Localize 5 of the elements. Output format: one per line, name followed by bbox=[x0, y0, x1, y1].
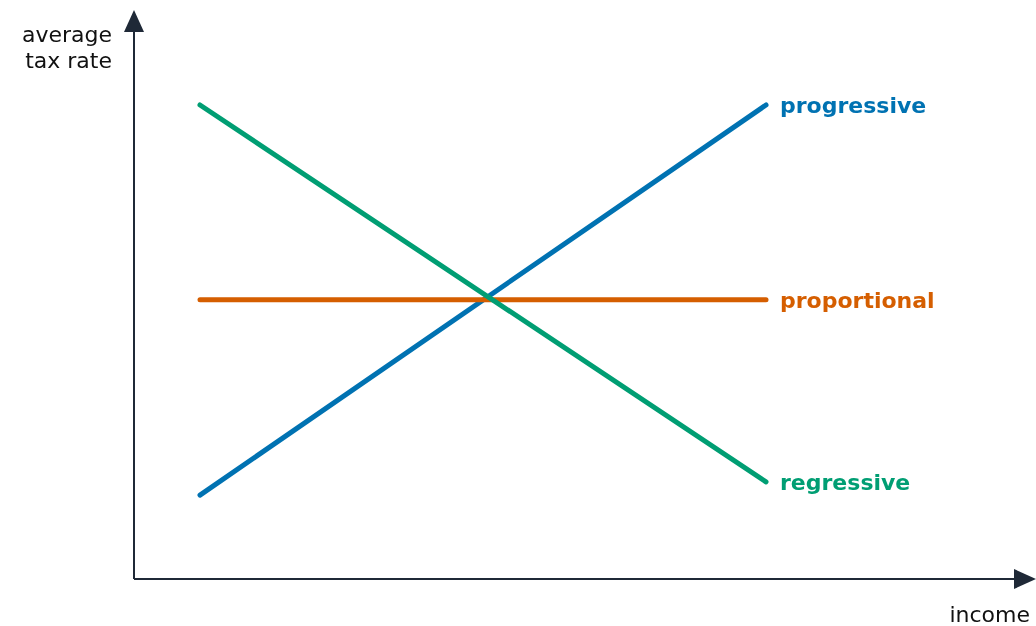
x-axis-title: income bbox=[949, 602, 1030, 626]
series-label: proportional bbox=[780, 287, 935, 313]
series-label: progressive bbox=[780, 92, 927, 118]
y-axis-title: average tax rate bbox=[21, 22, 112, 74]
series-label: regressive bbox=[780, 469, 911, 495]
